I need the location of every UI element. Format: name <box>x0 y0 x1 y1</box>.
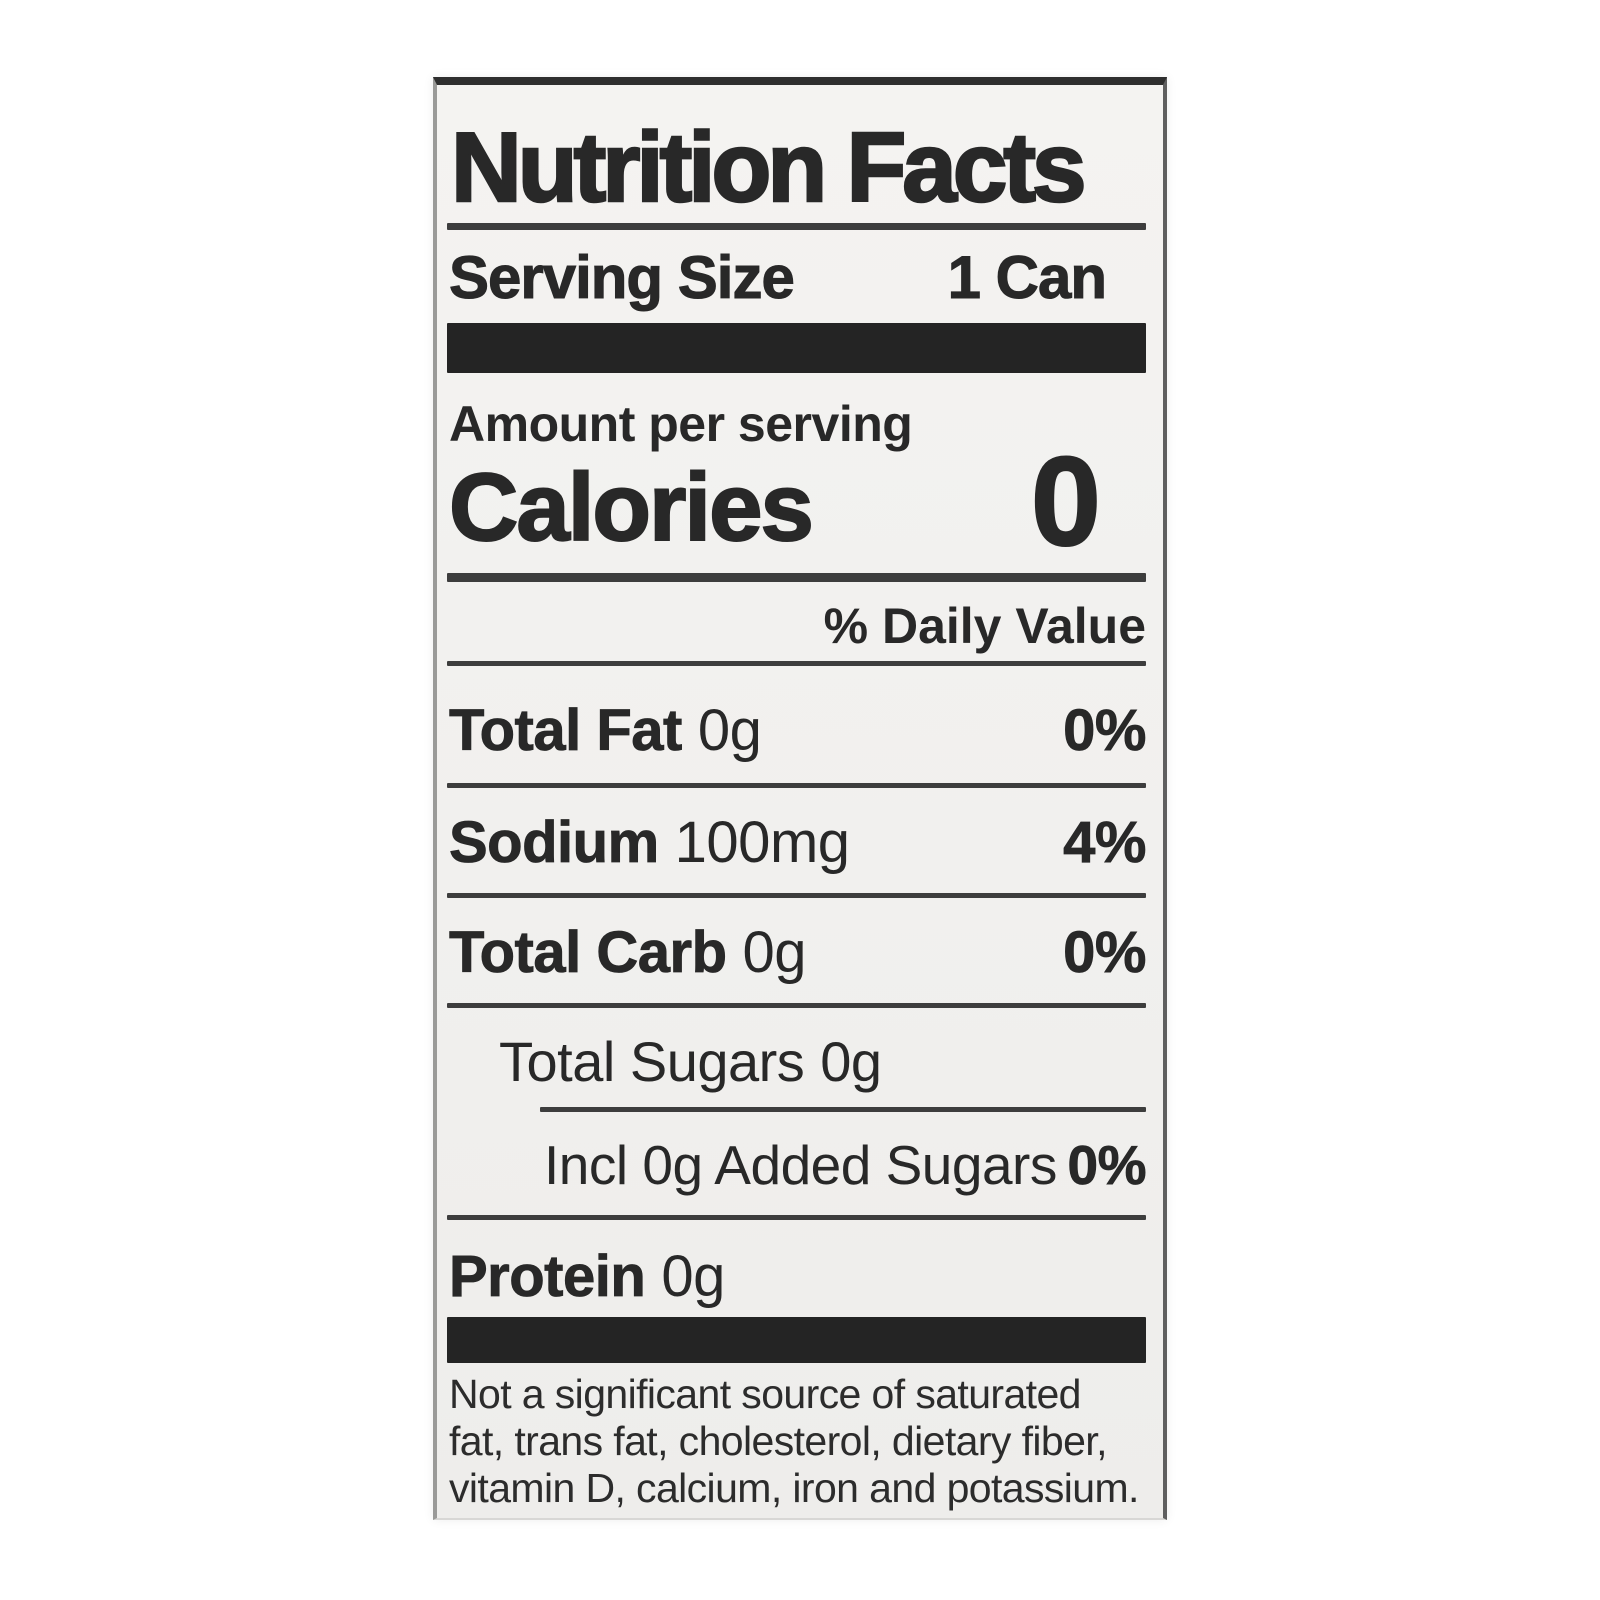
row-divider <box>447 1003 1146 1008</box>
nutrition-facts-title: Nutrition Facts <box>450 111 1088 224</box>
nutrient-amount: 100mg <box>674 810 850 875</box>
nutrient-row-sodium: Sodium 100mg 4% <box>449 809 1147 876</box>
nutrient-name: Total Fat <box>449 698 683 764</box>
nutrient-name: Protein <box>449 1244 647 1310</box>
nutrient-text: Incl 0g Added Sugars <box>544 1133 1057 1197</box>
nutrient-text: Total Sugars 0g <box>499 1029 882 1094</box>
indented-row-divider <box>540 1107 1146 1112</box>
nutrient-name: Total Carb <box>449 920 728 986</box>
nutrient-row-total-sugars: Total Sugars 0g <box>499 1029 1146 1094</box>
row-divider <box>447 1215 1146 1220</box>
nutrient-text: Total Carb 0g <box>449 919 807 986</box>
nutrient-row-total-carb: Total Carb 0g 0% <box>449 919 1147 986</box>
nutrient-name: Total Sugars <box>499 1030 805 1093</box>
nutrient-name: Sodium <box>449 810 660 876</box>
daily-value-header: % Daily Value <box>823 598 1146 654</box>
nutrient-text: Sodium 100mg <box>449 809 850 876</box>
nutrient-row-added-sugars: Incl 0g Added Sugars 0% <box>544 1133 1147 1197</box>
calories-label: Calories <box>448 453 815 562</box>
nutrient-text: Total Fat 0g <box>449 697 762 764</box>
nutrient-text: Protein 0g <box>449 1243 726 1310</box>
footer-separator-bar <box>447 1317 1146 1363</box>
amount-per-serving-label: Amount per serving <box>449 396 913 452</box>
calories-divider <box>447 573 1146 582</box>
nutrient-amount: 0g <box>742 920 807 985</box>
title-divider <box>447 223 1146 230</box>
nutrient-row-total-fat: Total Fat 0g 0% <box>449 697 1147 764</box>
calories-value: 0 <box>1030 430 1102 573</box>
nutrient-name: Incl 0g Added Sugars <box>544 1134 1057 1196</box>
daily-value-divider <box>447 661 1146 666</box>
serving-size-value: 1 Can <box>947 244 1107 312</box>
header-separator-bar <box>447 323 1146 373</box>
nutrient-daily-value: 0% <box>1067 1134 1147 1197</box>
nutrient-amount: 0g <box>820 1030 882 1093</box>
footnote-line: Not a significant source of saturated <box>449 1371 1081 1417</box>
row-divider <box>447 783 1146 788</box>
footnote-line: vitamin D, calcium, iron and potassium. <box>449 1465 1139 1511</box>
nutrient-amount: 0g <box>697 698 762 763</box>
footnote: Not a significant source of saturated fa… <box>449 1371 1149 1512</box>
nutrient-amount: 0g <box>661 1244 725 1309</box>
footnote-line: fat, trans fat, cholesterol, dietary fib… <box>449 1418 1107 1464</box>
nutrient-daily-value: 0% <box>1063 698 1147 764</box>
nutrient-row-protein: Protein 0g <box>449 1243 1146 1310</box>
serving-size-row: Serving Size 1 Can <box>449 243 1146 312</box>
nutrition-facts-label: Nutrition Facts Serving Size 1 Can Amoun… <box>433 77 1167 1520</box>
nutrient-daily-value: 0% <box>1063 920 1147 986</box>
nutrient-daily-value: 4% <box>1063 810 1147 876</box>
serving-size-label: Serving Size <box>449 244 796 312</box>
row-divider <box>447 893 1146 898</box>
